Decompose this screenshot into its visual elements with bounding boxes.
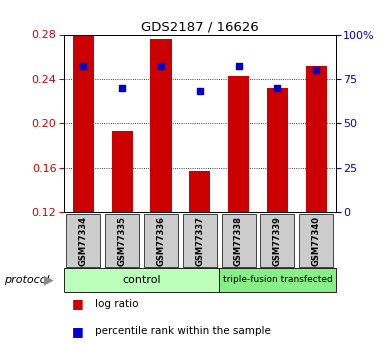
Text: ■: ■ xyxy=(72,325,83,338)
Bar xyxy=(228,76,249,212)
Point xyxy=(80,64,87,69)
Bar xyxy=(219,268,336,292)
Text: control: control xyxy=(122,275,161,285)
Text: GSM77335: GSM77335 xyxy=(118,216,127,266)
Bar xyxy=(299,214,333,267)
Text: GSM77340: GSM77340 xyxy=(312,216,321,266)
Bar xyxy=(306,66,327,212)
Text: ■: ■ xyxy=(72,297,83,310)
Bar xyxy=(189,171,211,212)
Bar xyxy=(151,39,172,212)
Text: GSM77337: GSM77337 xyxy=(195,216,204,266)
Bar xyxy=(267,88,288,212)
Text: triple-fusion transfected: triple-fusion transfected xyxy=(223,275,332,284)
Bar xyxy=(64,268,219,292)
Point xyxy=(274,85,281,91)
Text: ▶: ▶ xyxy=(44,273,53,286)
Text: GSM77334: GSM77334 xyxy=(79,216,88,266)
Text: GSM77336: GSM77336 xyxy=(156,216,166,266)
Point xyxy=(197,89,203,94)
Point xyxy=(158,64,164,69)
Point xyxy=(236,64,242,69)
Point xyxy=(313,67,319,73)
Title: GDS2187 / 16626: GDS2187 / 16626 xyxy=(141,20,259,33)
Text: log ratio: log ratio xyxy=(95,299,139,308)
Bar xyxy=(144,214,178,267)
Bar xyxy=(112,131,133,212)
Text: protocol: protocol xyxy=(4,275,50,285)
Text: GSM77338: GSM77338 xyxy=(234,216,243,266)
Bar xyxy=(260,214,294,267)
Bar xyxy=(73,34,94,212)
Text: percentile rank within the sample: percentile rank within the sample xyxy=(95,326,271,336)
Bar xyxy=(66,214,100,267)
Bar xyxy=(183,214,217,267)
Text: GSM77339: GSM77339 xyxy=(273,216,282,266)
Point xyxy=(119,85,125,91)
Bar xyxy=(222,214,256,267)
Bar xyxy=(105,214,139,267)
